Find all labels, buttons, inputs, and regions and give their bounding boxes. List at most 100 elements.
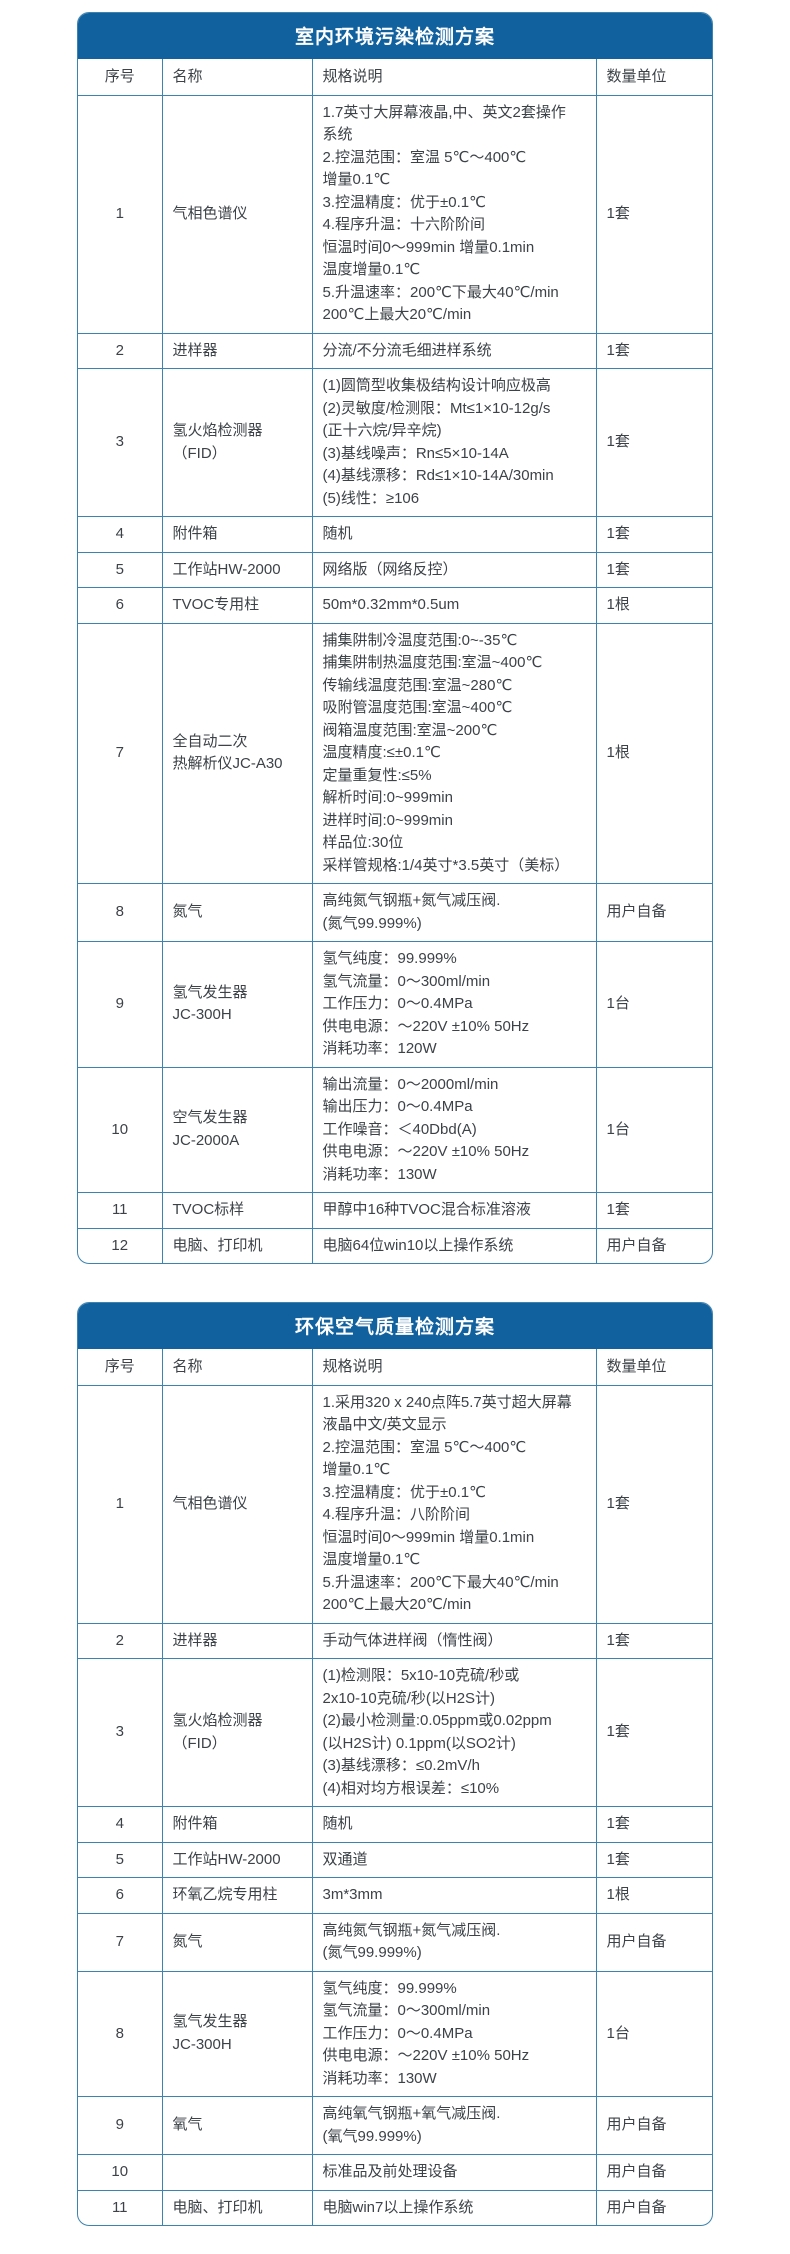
spec-cell: 50m*0.32mm*0.5um	[311, 587, 597, 624]
table-row: 2 进样器 手动气体进样阀（惰性阀） 1套	[78, 1622, 712, 1659]
name-cell: 气相色谱仪	[161, 1384, 313, 1624]
spec-cell: 捕集阱制冷温度范围:0~-35℃ 捕集阱制热温度范围:室温~400℃ 传输线温度…	[311, 622, 597, 884]
spec-cell: 氢气纯度：99.999% 氢气流量：0～300ml/min 工作压力：0～0.4…	[311, 941, 597, 1068]
qty-cell: 1根	[595, 622, 712, 884]
qty-cell: 1套	[595, 332, 712, 369]
name-cell: 附件箱	[161, 516, 313, 553]
seq-cell: 12	[78, 1227, 163, 1263]
col-header-spec: 规格说明	[311, 1349, 597, 1386]
table-row: 3 氢火焰检测器（FID） (1)检测限：5x10-10克硫/秒或 2x10-1…	[78, 1658, 712, 1807]
spec-cell: 标准品及前处理设备	[311, 2154, 597, 2191]
seq-cell: 11	[78, 1192, 163, 1229]
header-row: 序号 名称 规格说明 数量单位	[78, 59, 712, 96]
qty-cell: 用户自备	[595, 2096, 712, 2155]
name-cell: 氮气	[161, 883, 313, 942]
spec-cell: 电脑64位win10以上操作系统	[311, 1227, 597, 1263]
table-body: 1 气相色谱仪 1.采用320 x 240点阵5.7英寸超大屏幕 液晶中文/英文…	[78, 1384, 712, 2225]
table-row: 7 氮气 高纯氮气钢瓶+氮气减压阀. (氮气99.999%) 用户自备	[78, 1912, 712, 1972]
col-header-seq: 序号	[78, 59, 163, 96]
col-header-seq: 序号	[78, 1349, 163, 1386]
seq-cell: 5	[78, 551, 163, 588]
qty-cell: 用户自备	[595, 2189, 712, 2225]
spec-cell: 1.7英寸大屏幕液晶,中、英文2套操作 系统 2.控温范围：室温 5℃～400℃…	[311, 94, 597, 334]
qty-cell: 用户自备	[595, 883, 712, 942]
indoor-pollution-table-card: 室内环境污染检测方案 序号 名称 规格说明 数量单位 1 气相色谱仪 1.7英寸…	[77, 12, 713, 1264]
table-row: 2 进样器 分流/不分流毛细进样系统 1套	[78, 332, 712, 369]
qty-cell: 1套	[595, 551, 712, 588]
spec-cell: (1)检测限：5x10-10克硫/秒或 2x10-10克硫/秒(以H2S计) (…	[311, 1658, 597, 1807]
spec-cell: 3m*3mm	[311, 1877, 597, 1914]
spec-cell: 随机	[311, 516, 597, 553]
seq-cell: 9	[78, 941, 163, 1068]
spec-cell: 电脑win7以上操作系统	[311, 2189, 597, 2225]
table-row: 12 电脑、打印机 电脑64位win10以上操作系统 用户自备	[78, 1227, 712, 1263]
seq-cell: 10	[78, 2154, 163, 2191]
table-row: 1 气相色谱仪 1.7英寸大屏幕液晶,中、英文2套操作 系统 2.控温范围：室温…	[78, 94, 712, 334]
table-row: 8 氢气发生器 JC-300H 氢气纯度：99.999% 氢气流量：0～300m…	[78, 1970, 712, 2097]
seq-cell: 5	[78, 1841, 163, 1878]
col-header-name: 名称	[161, 1349, 313, 1386]
seq-cell: 9	[78, 2096, 163, 2155]
air-quality-table-card: 环保空气质量检测方案 序号 名称 规格说明 数量单位 1 气相色谱仪 1.采用3…	[77, 1302, 713, 2226]
name-cell: 氢气发生器 JC-300H	[161, 941, 313, 1068]
name-cell: 进样器	[161, 332, 313, 369]
seq-cell: 4	[78, 516, 163, 553]
table-row: 4 附件箱 随机 1套	[78, 516, 712, 553]
spec-table: 序号 名称 规格说明 数量单位 1 气相色谱仪 1.采用320 x 240点阵5…	[78, 1349, 712, 2225]
seq-cell: 1	[78, 94, 163, 334]
spec-cell: 手动气体进样阀（惰性阀）	[311, 1622, 597, 1659]
seq-cell: 1	[78, 1384, 163, 1624]
qty-cell: 1台	[595, 1066, 712, 1193]
header-row: 序号 名称 规格说明 数量单位	[78, 1349, 712, 1386]
table-row: 8 氮气 高纯氮气钢瓶+氮气减压阀. (氮气99.999%) 用户自备	[78, 883, 712, 942]
seq-cell: 4	[78, 1806, 163, 1843]
name-cell: TVOC标样	[161, 1192, 313, 1229]
name-cell: 空气发生器 JC-2000A	[161, 1066, 313, 1193]
name-cell: 电脑、打印机	[161, 1227, 313, 1263]
qty-cell: 1台	[595, 1970, 712, 2097]
qty-cell: 1套	[595, 1841, 712, 1878]
name-cell: 附件箱	[161, 1806, 313, 1843]
table-row: 9 氧气 高纯氧气钢瓶+氧气减压阀. (氧气99.999%) 用户自备	[78, 2096, 712, 2155]
seq-cell: 6	[78, 587, 163, 624]
spec-cell: 分流/不分流毛细进样系统	[311, 332, 597, 369]
name-cell: TVOC专用柱	[161, 587, 313, 624]
qty-cell: 1套	[595, 94, 712, 334]
spec-cell: 网络版（网络反控）	[311, 551, 597, 588]
name-cell	[161, 2154, 313, 2191]
qty-cell: 1台	[595, 941, 712, 1068]
col-header-name: 名称	[161, 59, 313, 96]
table-row: 5 工作站HW-2000 双通道 1套	[78, 1841, 712, 1878]
name-cell: 工作站HW-2000	[161, 1841, 313, 1878]
table-row: 5 工作站HW-2000 网络版（网络反控） 1套	[78, 551, 712, 588]
seq-cell: 6	[78, 1877, 163, 1914]
name-cell: 氢火焰检测器（FID）	[161, 368, 313, 517]
seq-cell: 3	[78, 1658, 163, 1807]
table-title: 环保空气质量检测方案	[78, 1303, 712, 1349]
table-row: 11 TVOC标样 甲醇中16种TVOC混合标准溶液 1套	[78, 1192, 712, 1229]
seq-cell: 11	[78, 2189, 163, 2225]
table-row: 3 氢火焰检测器（FID） (1)圆筒型收集极结构设计响应极高 (2)灵敏度/检…	[78, 368, 712, 517]
spec-cell: 双通道	[311, 1841, 597, 1878]
qty-cell: 1根	[595, 587, 712, 624]
table-row: 6 环氧乙烷专用柱 3m*3mm 1根	[78, 1877, 712, 1914]
name-cell: 氮气	[161, 1912, 313, 1972]
qty-cell: 1套	[595, 1658, 712, 1807]
seq-cell: 8	[78, 1970, 163, 2097]
seq-cell: 7	[78, 1912, 163, 1972]
qty-cell: 1套	[595, 1622, 712, 1659]
table-row: 10 空气发生器 JC-2000A 输出流量：0～2000ml/min 输出压力…	[78, 1066, 712, 1193]
name-cell: 全自动二次 热解析仪JC-A30	[161, 622, 313, 884]
col-header-spec: 规格说明	[311, 59, 597, 96]
qty-cell: 用户自备	[595, 2154, 712, 2191]
name-cell: 气相色谱仪	[161, 94, 313, 334]
qty-cell: 1套	[595, 1192, 712, 1229]
spec-cell: 甲醇中16种TVOC混合标准溶液	[311, 1192, 597, 1229]
name-cell: 氧气	[161, 2096, 313, 2155]
spec-cell: 高纯氮气钢瓶+氮气减压阀. (氮气99.999%)	[311, 883, 597, 942]
table-row: 1 气相色谱仪 1.采用320 x 240点阵5.7英寸超大屏幕 液晶中文/英文…	[78, 1384, 712, 1624]
spec-cell: 1.采用320 x 240点阵5.7英寸超大屏幕 液晶中文/英文显示 2.控温范…	[311, 1384, 597, 1624]
spec-cell: 氢气纯度：99.999% 氢气流量：0～300ml/min 工作压力：0～0.4…	[311, 1970, 597, 2097]
name-cell: 进样器	[161, 1622, 313, 1659]
